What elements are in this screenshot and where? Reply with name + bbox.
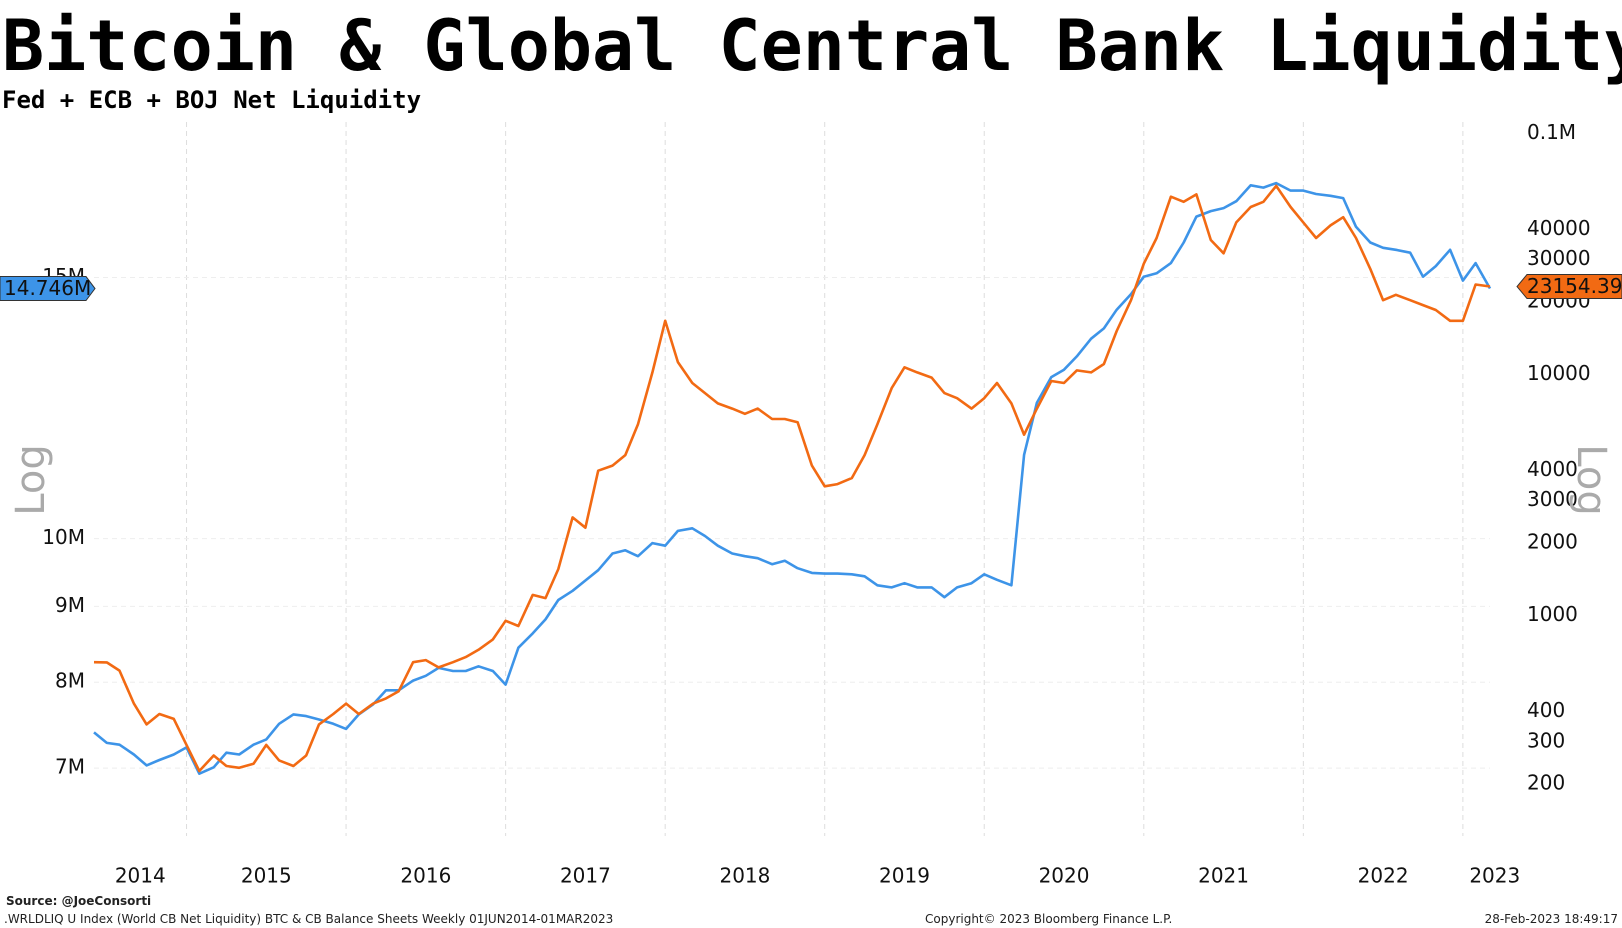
x-tick-label: 2023 [1469, 864, 1520, 888]
badge-shape [0, 276, 96, 302]
y-tick-label: 10M [42, 525, 85, 549]
y2-tick-label: 2000 [1527, 530, 1578, 554]
last-value-badge: 23154.39 [1516, 274, 1622, 300]
y2-tick-label: 10000 [1527, 361, 1591, 385]
y2-tick-label: 40000 [1527, 216, 1591, 240]
chart-title: Bitcoin & Global Central Bank Liquidity [2, 5, 1622, 87]
x-tick-label: 2020 [1039, 864, 1090, 888]
series-line [93, 181, 1492, 775]
y2-tick-label: 4000 [1527, 457, 1578, 481]
badge-shape [1516, 274, 1622, 300]
badge-label: 14.746M [4, 276, 91, 300]
y2-tick-label: 400 [1527, 698, 1565, 722]
y2-tick-label: 0.1M [1527, 120, 1576, 144]
last-value-badge: 14.746M [0, 276, 96, 302]
footer-right: 28-Feb-2023 18:49:17 [1485, 912, 1618, 926]
y-tick-label: 8M [55, 669, 85, 693]
y2-tick-label: 3000 [1527, 487, 1578, 511]
axes: 2014 2015 2016 2017 2018 2019 2020 2021 2022 2023… [42, 120, 1590, 888]
source: Source: @JoeConsorti [6, 894, 151, 908]
x-tick-label: 2022 [1358, 864, 1409, 888]
y-scale-label: Log [8, 444, 54, 515]
series-line [93, 184, 1491, 773]
footer-center: Copyright© 2023 Bloomberg Finance L.P. [925, 912, 1172, 926]
y2-tick-label: 200 [1527, 771, 1565, 795]
y-tick-label: 7M [55, 755, 85, 779]
y2-tick-label: 30000 [1527, 246, 1591, 270]
x-tick-label: 2015 [241, 864, 292, 888]
y-tick-label: 9M [55, 593, 85, 617]
x-tick-label: 2021 [1198, 864, 1249, 888]
y2-scale-label: Log [1568, 444, 1614, 515]
badge-label: 23154.39 [1527, 274, 1622, 298]
plot [93, 181, 1492, 775]
x-tick-label: 2014 [115, 864, 166, 888]
chart-subtitle: Fed + ECB + BOJ Net Liquidity [2, 86, 421, 114]
y2-tick-label: 300 [1527, 728, 1565, 752]
x-tick-label: 2018 [719, 864, 770, 888]
y2-tick-label: 1000 [1527, 602, 1578, 626]
footer-left: .WRLDLIQ U Index (World CB Net Liquidity… [4, 912, 613, 926]
grid [94, 122, 1490, 836]
x-tick-label: 2019 [879, 864, 930, 888]
x-tick-label: 2017 [560, 864, 611, 888]
x-tick-label: 2016 [400, 864, 451, 888]
